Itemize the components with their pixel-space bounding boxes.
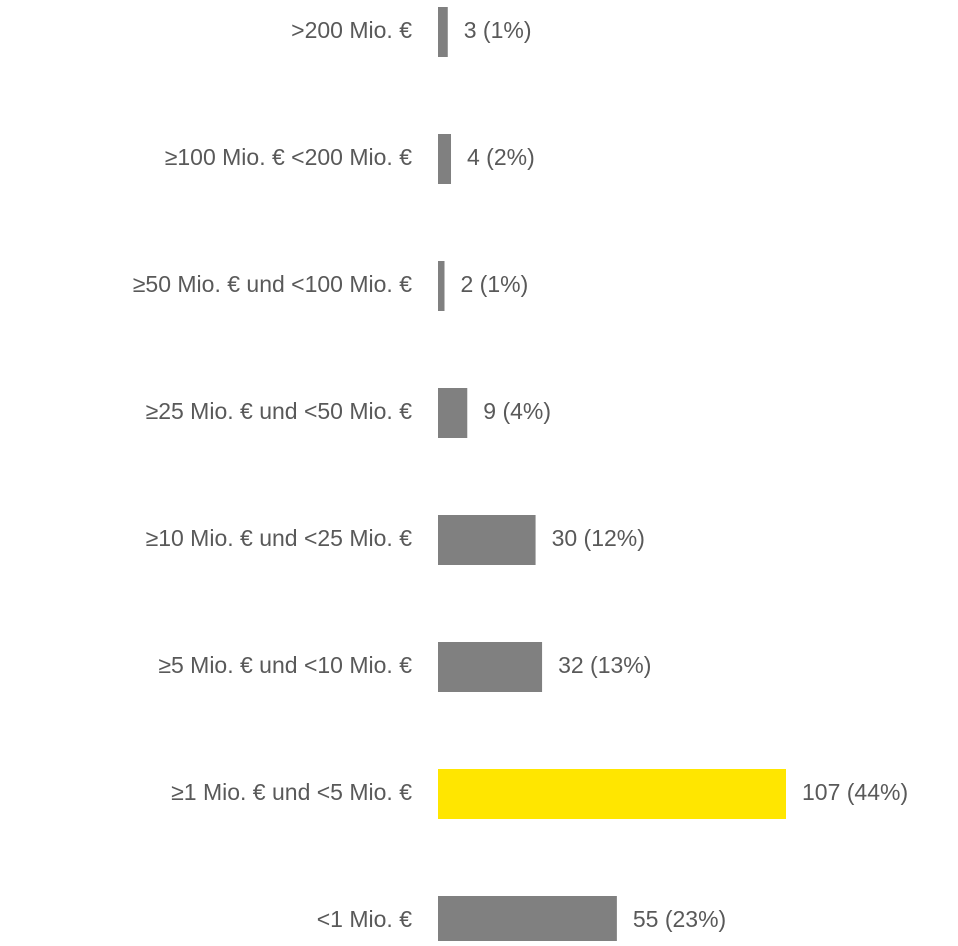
bar [438,7,448,57]
category-label: ≥1 Mio. € und <5 Mio. € [171,779,412,805]
value-label: 55 (23%) [633,906,726,932]
bar [438,261,445,311]
bar [438,134,452,184]
value-label: 32 (13%) [558,652,651,678]
bar [438,769,786,819]
category-label: <1 Mio. € [317,906,412,932]
value-label: 3 (1%) [464,17,532,43]
category-label: ≥100 Mio. € <200 Mio. € [165,144,412,170]
category-label: ≥50 Mio. € und <100 Mio. € [133,271,412,297]
value-label: 9 (4%) [483,398,551,424]
category-label: ≥5 Mio. € und <10 Mio. € [158,652,412,678]
value-label: 2 (1%) [461,271,529,297]
value-label: 107 (44%) [802,779,908,805]
category-label: >200 Mio. € [291,17,412,43]
bar [438,642,543,692]
value-label: 4 (2%) [467,144,535,170]
bar [438,388,468,438]
category-label: ≥25 Mio. € und <50 Mio. € [146,398,413,424]
category-label: ≥10 Mio. € und <25 Mio. € [146,525,413,551]
bar [438,896,617,946]
bar [438,515,536,565]
value-label: 30 (12%) [552,525,645,551]
